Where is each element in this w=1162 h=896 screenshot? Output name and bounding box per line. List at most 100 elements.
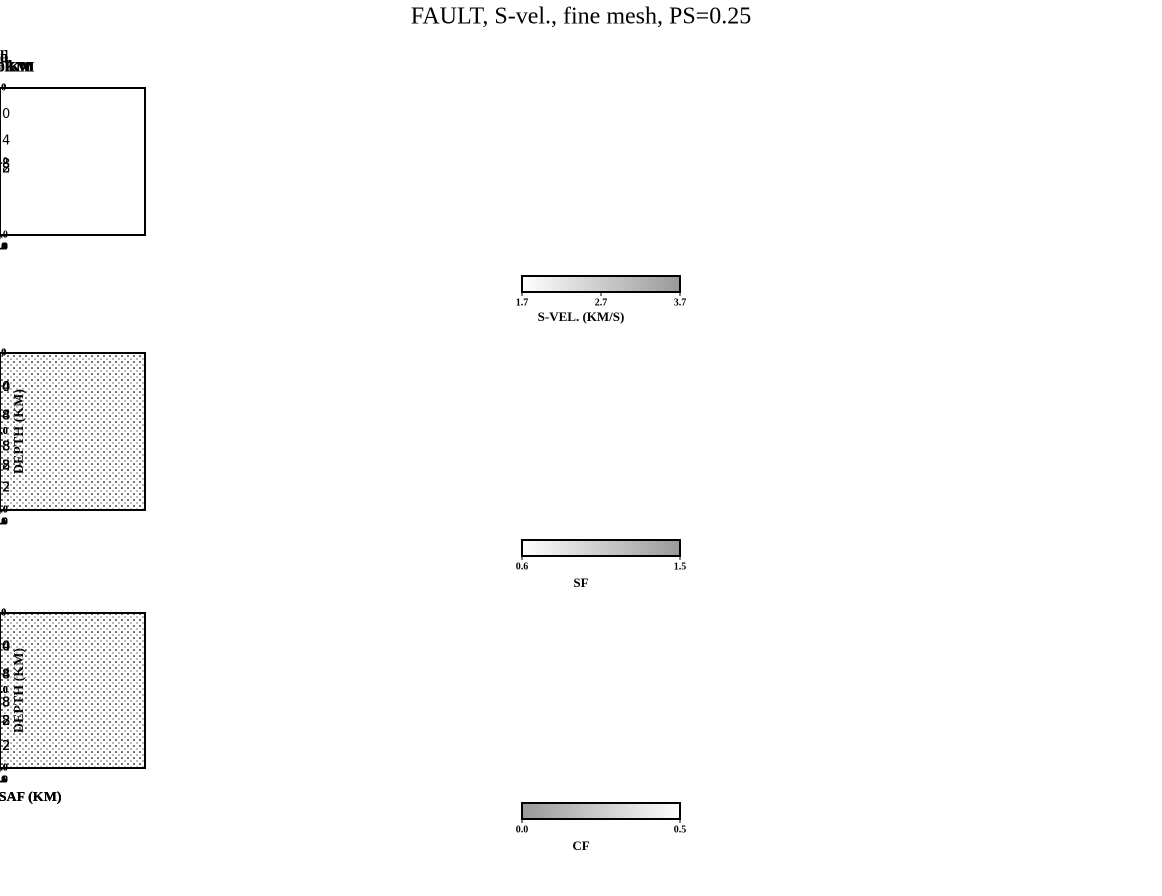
contour-label: 2.8 <box>0 408 10 423</box>
y-tick-label: 1.0 <box>0 607 6 618</box>
x-tick-label: -5.0 <box>0 774 8 785</box>
panel-frame <box>0 352 146 511</box>
contour-label: 3.2 <box>0 481 10 496</box>
contour-label: 2.8 <box>0 440 10 455</box>
y-tick-label: -9.0 <box>0 762 8 773</box>
x-tick-label: 4.6 <box>0 516 6 527</box>
x-tick-label: 5.0 <box>0 241 6 252</box>
contour-label: 2.0 <box>0 107 10 122</box>
y-tick-label: -4.0 <box>0 685 8 696</box>
x-tick-label: 4.6 <box>0 516 6 527</box>
panel-frame <box>0 612 146 769</box>
x-axis-label: ACROSS SAF (KM) <box>0 790 62 805</box>
panel-subtitle: Y=-15 KM <box>0 59 34 75</box>
y-tick-label: -9.0 <box>0 504 8 515</box>
x-tick-label: -5.0 <box>0 241 8 252</box>
contour-label: 2.4 <box>0 380 10 395</box>
x-tick-label: 5.0 <box>0 241 6 252</box>
colorbar-tick-label: 2.7 <box>595 297 608 308</box>
x-tick-label: 5.0 <box>0 241 6 252</box>
x-axis-label: ACROSS SAF (KM) <box>0 790 62 805</box>
colorbar-tick-label: 0.0 <box>516 824 529 835</box>
panel-background <box>0 613 145 768</box>
contour-label: 2.8 <box>0 668 10 683</box>
x-tick-label: -5.0 <box>0 241 8 252</box>
colorbar <box>521 275 681 293</box>
colorbar-label: SF <box>573 575 588 590</box>
x-tick-label: 4.6 <box>0 516 6 527</box>
x-tick-label: 5.0 <box>0 241 6 252</box>
colorbar-label: S-VEL. (KM/S) <box>538 309 625 324</box>
x-tick-label: 4.6 <box>0 516 6 527</box>
colorbar-label: CF <box>572 838 589 853</box>
panel-label: b. <box>0 47 13 66</box>
y-tick-label: -9.0 <box>0 229 8 240</box>
x-tick-label: 4.6 <box>0 774 6 785</box>
colorbar-tick-label: 3.7 <box>674 297 687 308</box>
x-tick-label: 4.6 <box>0 774 6 785</box>
x-tick-label: 5.0 <box>0 241 6 252</box>
panel-background <box>0 88 145 235</box>
y-tick-label: 1.0 <box>0 347 6 358</box>
colorbar <box>521 539 681 557</box>
x-tick-label: -5.0 <box>0 516 8 527</box>
contour-label: 2.8 <box>0 695 10 710</box>
contour-label: 2.8 <box>0 161 10 176</box>
x-tick-label: -5.0 <box>0 774 8 785</box>
contour-label: 2.4 <box>0 640 10 655</box>
x-tick-label: -5.0 <box>0 774 8 785</box>
panel-subtitle: Y=-5 KM <box>0 59 31 75</box>
panel-label: e. <box>0 47 12 66</box>
colorbar-tick-label: 1.5 <box>674 561 687 572</box>
y-tick-label: -4.0 <box>0 426 8 437</box>
contour-label: 3.2 <box>0 714 10 729</box>
contour-label: 3.2 <box>0 459 10 474</box>
y-tick-label: -4.0 <box>0 156 8 167</box>
contour-label: 2.8 <box>0 157 10 172</box>
figure-title: FAULT, S-vel., fine mesh, PS=0.25 <box>411 4 751 30</box>
x-tick-label: -5.0 <box>0 516 8 527</box>
panel-frame <box>0 87 146 236</box>
panel-label: d. <box>0 47 13 66</box>
x-axis-label: ACROSS SAF (KM) <box>0 790 62 805</box>
panel-subtitle: Y= 5 KM <box>0 59 30 75</box>
x-tick-label: -5.0 <box>0 241 8 252</box>
x-tick-label: -5.0 <box>0 516 8 527</box>
panel-label: a. <box>0 47 12 66</box>
colorbar-tick-label: 0.5 <box>674 824 687 835</box>
x-tick-label: 4.6 <box>0 774 6 785</box>
contour-label: 3.2 <box>0 161 10 176</box>
x-tick-label: -5.0 <box>0 774 8 785</box>
x-tick-label: -5.0 <box>0 241 8 252</box>
x-tick-label: 4.6 <box>0 516 6 527</box>
x-tick-label: -5.0 <box>0 516 8 527</box>
panel-label: c. <box>0 47 12 66</box>
x-tick-label: -5.0 <box>0 774 8 785</box>
x-tick-label: -5.0 <box>0 516 8 527</box>
x-tick-label: 4.6 <box>0 516 6 527</box>
panel-background <box>0 353 145 510</box>
x-tick-label: -5.0 <box>0 241 8 252</box>
x-tick-label: -5.0 <box>0 241 8 252</box>
x-tick-label: -5.0 <box>0 516 8 527</box>
colorbar-tick-label: 1.7 <box>516 297 529 308</box>
colorbar-tick-label: 0.6 <box>516 561 529 572</box>
x-tick-label: 4.6 <box>0 774 6 785</box>
contour-label: 2.4 <box>0 133 10 148</box>
panel-subtitle: Y= 0 KM <box>0 59 30 75</box>
x-tick-label: 4.6 <box>0 774 6 785</box>
x-axis-label: ACROSS SAF (KM) <box>0 790 62 805</box>
x-axis-label: ACROSS SAF (KM) <box>0 790 62 805</box>
contour-label: 3.2 <box>0 739 10 754</box>
x-tick-label: -5.0 <box>0 774 8 785</box>
x-tick-label: 5.0 <box>0 241 6 252</box>
panel-label: f. <box>0 47 10 66</box>
x-tick-label: 4.6 <box>0 774 6 785</box>
panel-subtitle: Y=-10 KM <box>0 59 34 75</box>
colorbar <box>521 802 681 820</box>
y-tick-label: 1.0 <box>0 82 6 93</box>
panel-subtitle: Y= 10 KM <box>0 59 34 75</box>
x-axis-label: ACROSS SAF (KM) <box>0 790 62 805</box>
